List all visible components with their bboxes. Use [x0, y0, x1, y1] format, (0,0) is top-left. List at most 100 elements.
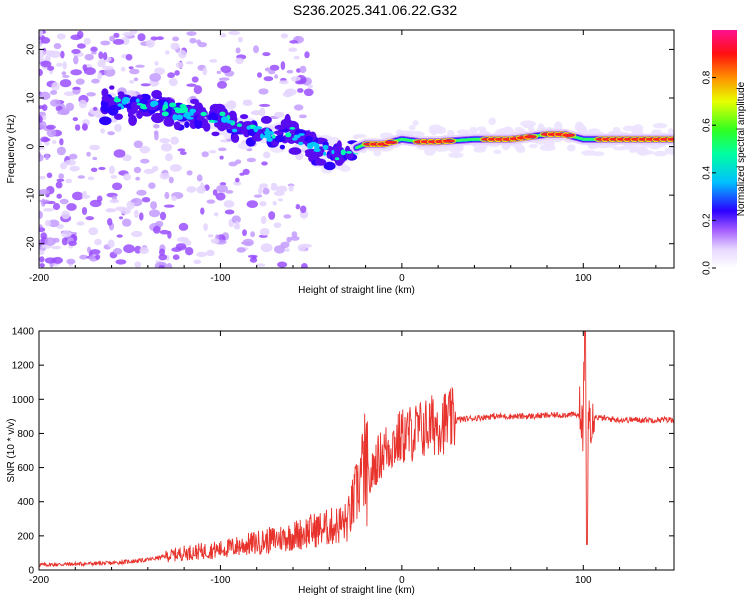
- ridge-blob: [136, 110, 144, 119]
- noise-blob: [122, 32, 135, 37]
- noise-blob: [149, 73, 161, 82]
- noise-blob: [92, 156, 98, 161]
- noise-blob: [94, 238, 102, 246]
- noise-blob: [145, 39, 155, 48]
- noise-blob: [64, 159, 77, 166]
- noise-blob: [258, 186, 263, 196]
- noise-blob: [280, 61, 286, 71]
- colorbar-gradient: [712, 30, 737, 268]
- x-tick-label: 100: [575, 273, 592, 284]
- noise-blob: [172, 254, 180, 260]
- noise-blob: [70, 69, 82, 76]
- noise-blob: [286, 236, 292, 243]
- noise-blob: [209, 59, 218, 63]
- noise-blob: [260, 243, 273, 253]
- noise-blob: [109, 35, 116, 42]
- noise-blob: [46, 172, 53, 179]
- noise-blob: [259, 201, 267, 207]
- noise-blob: [139, 212, 144, 221]
- noise-blob: [159, 172, 170, 180]
- halo-blob: [339, 165, 351, 172]
- noise-blob: [264, 67, 271, 72]
- noise-blob: [91, 51, 97, 55]
- noise-blob: [40, 60, 52, 68]
- ridge-core: [135, 98, 140, 103]
- y-tick-label: 200: [17, 531, 34, 542]
- noise-blob: [156, 36, 164, 41]
- halo-blob: [447, 129, 455, 137]
- noise-blob: [226, 100, 237, 110]
- halo-blob: [408, 125, 416, 131]
- ridge-blob: [114, 113, 123, 120]
- noise-blob: [236, 247, 246, 253]
- y-axis-label: Frequency (Hz): [6, 115, 17, 184]
- noise-blob: [170, 136, 179, 145]
- noise-blob: [82, 64, 88, 71]
- noise-blob: [277, 261, 288, 268]
- noise-blob: [246, 200, 258, 209]
- ridge-blob: [128, 115, 138, 126]
- noise-blob: [276, 185, 288, 193]
- ridge-blob: [208, 112, 219, 122]
- noise-blob: [115, 259, 127, 265]
- noise-blob: [299, 65, 307, 74]
- noise-blob: [39, 49, 45, 59]
- band-warm: [383, 139, 399, 146]
- noise-blob: [289, 40, 298, 44]
- noise-blob: [185, 61, 194, 65]
- noise-blob: [158, 265, 165, 268]
- noise-blob: [107, 131, 115, 136]
- halo-blob: [574, 123, 586, 132]
- noise-blob: [259, 228, 270, 236]
- halo-blob: [418, 132, 425, 137]
- noise-blob: [208, 150, 217, 154]
- noise-blob: [66, 258, 76, 265]
- halo-blob: [553, 121, 563, 132]
- noise-blob: [104, 68, 116, 77]
- ridge-core: [314, 143, 320, 150]
- noise-blob: [79, 254, 88, 260]
- noise-blob: [39, 249, 45, 256]
- noise-blob: [97, 72, 103, 80]
- noise-blob: [175, 243, 187, 250]
- noise-blob: [260, 215, 267, 225]
- noise-blob: [74, 124, 81, 131]
- ridge-blob: [323, 161, 336, 171]
- noise-blob: [207, 234, 214, 238]
- noise-blob: [85, 216, 95, 221]
- ridge-blob: [173, 121, 181, 130]
- ridge-core: [322, 144, 329, 150]
- noise-blob: [86, 151, 91, 157]
- noise-blob: [140, 83, 151, 87]
- ridge-core: [183, 106, 188, 113]
- noise-blob: [112, 182, 123, 191]
- noise-blob: [98, 51, 104, 60]
- y-tick-label: 400: [17, 497, 34, 508]
- noise-blob: [196, 251, 208, 258]
- noise-blob: [242, 100, 253, 106]
- ridge-blob: [315, 158, 327, 166]
- ridge-blob: [288, 147, 302, 155]
- noise-blob: [216, 70, 221, 74]
- ridge-blob: [304, 149, 317, 155]
- noise-blob: [133, 166, 142, 174]
- noise-blob: [91, 78, 100, 84]
- noise-blob: [158, 254, 168, 261]
- noise-blob: [172, 36, 180, 42]
- noise-blob: [76, 221, 85, 226]
- noise-blob: [107, 218, 113, 226]
- noise-blob: [153, 124, 160, 129]
- ridge-blob: [194, 118, 203, 129]
- halo-blob: [613, 146, 627, 151]
- noise-blob: [303, 88, 314, 97]
- noise-blob: [125, 54, 133, 61]
- ridge-core: [289, 126, 296, 130]
- noise-blob: [246, 157, 257, 163]
- noise-blob: [257, 72, 262, 78]
- noise-blob: [112, 38, 125, 45]
- noise-blob: [59, 79, 72, 88]
- ridge-blob: [101, 88, 109, 97]
- noise-blob: [56, 178, 65, 182]
- noise-blob: [295, 204, 301, 210]
- noise-blob: [168, 78, 178, 87]
